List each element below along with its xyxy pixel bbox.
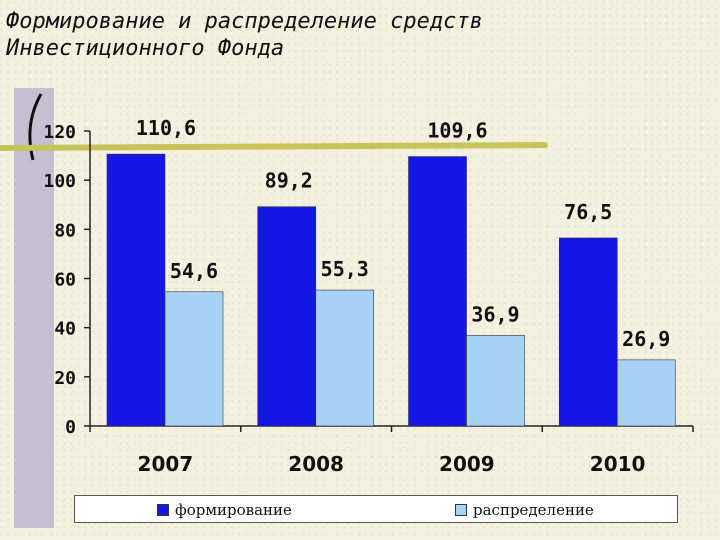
y-tick-label: 0: [65, 417, 76, 438]
bar-formation: [558, 237, 618, 427]
data-label: 36,9: [471, 302, 519, 326]
decoration: [0, 88, 548, 528]
bar-distribution: [164, 291, 224, 427]
y-tick-label: 80: [54, 220, 76, 241]
x-tick-label: 2008: [288, 452, 344, 476]
bar-distribution: [315, 289, 375, 427]
accent-line: [0, 142, 548, 151]
bar-distribution: [466, 334, 525, 427]
bar-formation: [408, 156, 467, 427]
y-tick-label: 20: [54, 368, 76, 389]
data-labels-layer: 110,6 89,2 109,6 76,5 54,6 55,3 36,9 26,9: [136, 116, 670, 351]
y-tick-label: 100: [43, 171, 76, 192]
legend-label-formation: формирование: [175, 501, 292, 519]
data-label: 109,6: [427, 119, 487, 143]
x-tick-label: 2007: [138, 452, 194, 476]
data-label: 76,5: [564, 200, 612, 224]
data-label: 26,9: [622, 327, 670, 351]
bar-formation: [106, 153, 166, 427]
legend-swatch-distribution: [455, 504, 467, 516]
bar-distribution: [616, 359, 676, 427]
legend-item-formation: формирование: [157, 501, 292, 519]
data-label: 55,3: [321, 257, 369, 281]
y-tick-label: 60: [54, 270, 76, 291]
bar-formation: [257, 206, 317, 427]
data-label: 110,6: [136, 116, 196, 140]
y-tick-label: 120: [43, 122, 76, 143]
x-tick-label: 2009: [439, 452, 495, 476]
bars-layer: [106, 153, 676, 427]
x-tick-label: 2010: [590, 452, 646, 476]
data-label: 89,2: [265, 169, 313, 193]
y-tick-label: 40: [54, 319, 76, 340]
legend-swatch-formation: [157, 504, 169, 516]
legend-item-distribution: распределение: [455, 501, 594, 519]
slide-title: Формирование и распределение средств Инв…: [6, 9, 483, 61]
data-label: 54,6: [170, 259, 218, 283]
legend-label-distribution: распределение: [473, 501, 594, 519]
legend: формирование распределение: [74, 495, 678, 523]
bracket-mark: [28, 93, 43, 161]
side-band: [14, 88, 54, 528]
